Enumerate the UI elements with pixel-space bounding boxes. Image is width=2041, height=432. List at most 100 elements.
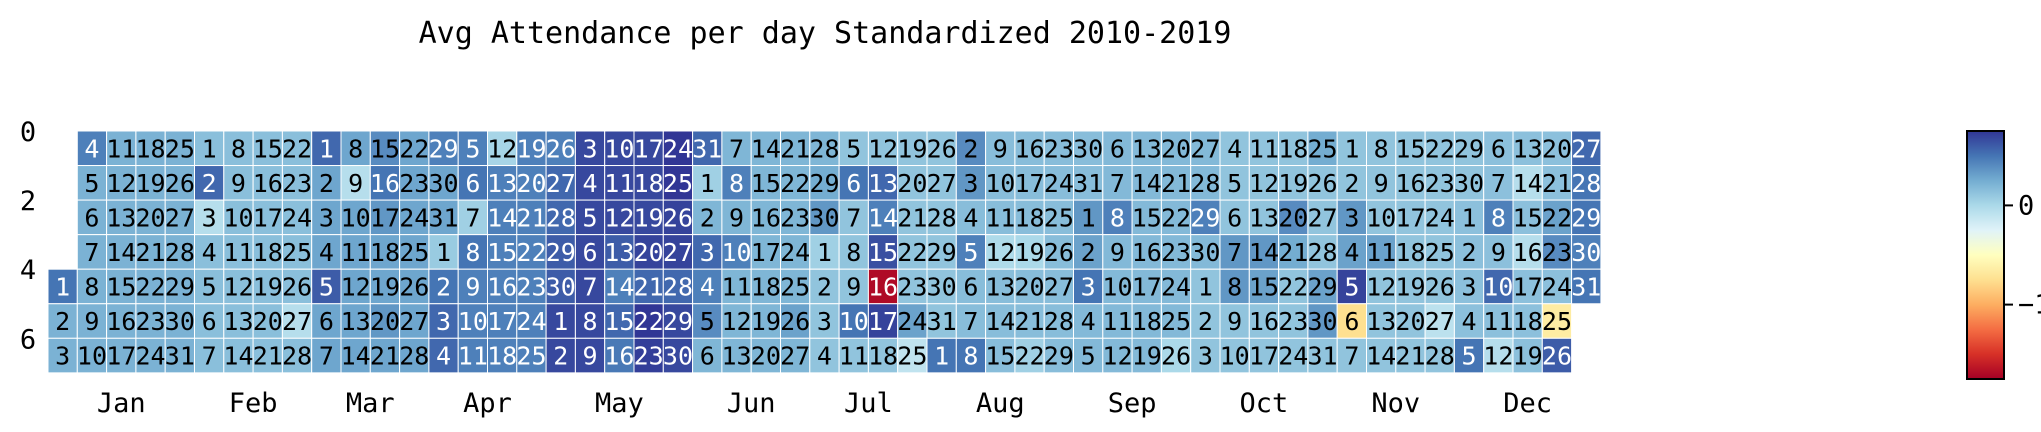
heatmap-cell — [721, 268, 752, 305]
heatmap-cell — [633, 199, 664, 236]
day-number: 15 — [604, 307, 634, 336]
day-number: 24 — [1542, 272, 1572, 301]
heatmap-cell — [311, 337, 342, 374]
heatmap-cell — [633, 303, 664, 339]
heatmap-cell — [428, 130, 459, 167]
day-number: 24 — [1044, 169, 1074, 198]
day-number: 1 — [553, 307, 568, 336]
day-number: 8 — [1374, 134, 1389, 163]
day-number: 22 — [780, 169, 810, 198]
day-number: 31 — [1307, 342, 1337, 371]
heatmap-cell — [1278, 303, 1309, 339]
heatmap-cell — [223, 234, 254, 270]
heatmap-cell — [516, 234, 547, 270]
heatmap-cell — [1424, 337, 1455, 374]
heatmap-cell — [106, 234, 137, 270]
day-number: 5 — [1227, 169, 1242, 198]
day-number: 18 — [253, 238, 283, 267]
day-number: 26 — [165, 169, 195, 198]
heatmap-cell — [867, 199, 899, 236]
day-number: 18 — [1513, 307, 1543, 336]
day-number: 8 — [729, 169, 744, 198]
heatmap-cell — [1014, 337, 1045, 374]
day-number: 13 — [721, 342, 751, 371]
day-number: 26 — [1542, 342, 1572, 371]
heatmap-cell — [457, 130, 489, 167]
heatmap-cell — [487, 337, 518, 374]
heatmap-cell — [721, 199, 752, 236]
day-number: 27 — [165, 203, 195, 232]
day-number: 23 — [516, 272, 546, 301]
day-number: 9 — [1374, 169, 1389, 198]
day-number: 18 — [370, 238, 400, 267]
heatmap-cell — [1160, 234, 1192, 270]
heatmap-cell — [399, 130, 430, 167]
heatmap-cell — [1043, 165, 1074, 201]
day-number: 28 — [1190, 169, 1220, 198]
day-number: 1 — [436, 238, 451, 267]
day-number: 12 — [721, 307, 751, 336]
day-number: 12 — [1366, 272, 1396, 301]
day-number: 20 — [897, 169, 927, 198]
heatmap-cell — [780, 337, 811, 374]
day-number: 6 — [465, 169, 480, 198]
day-number: 17 — [751, 238, 781, 267]
day-number: 20 — [1278, 203, 1308, 232]
heatmap-cell — [926, 165, 957, 201]
day-number: 29 — [809, 169, 839, 198]
heatmap-cell — [428, 234, 459, 270]
heatmap-cell — [1366, 234, 1397, 270]
heatmap-cell — [1190, 199, 1221, 236]
day-number: 22 — [1014, 342, 1044, 371]
heatmap-cell — [164, 199, 195, 236]
day-number: 22 — [1542, 203, 1572, 232]
colorbar-tick-label: 0 — [2018, 190, 2034, 221]
day-number: 3 — [963, 169, 978, 198]
heatmap-cell — [135, 268, 166, 305]
day-number: 21 — [1542, 169, 1572, 198]
day-number: 27 — [927, 169, 957, 198]
day-number: 28 — [927, 203, 957, 232]
heatmap-cell — [1307, 199, 1338, 236]
day-number: 13 — [1132, 134, 1162, 163]
heatmap-cell — [692, 303, 723, 339]
heatmap-cell — [1278, 130, 1309, 167]
day-number: 23 — [634, 342, 664, 371]
heatmap-cell — [692, 337, 723, 374]
day-number: 8 — [348, 134, 363, 163]
day-number: 18 — [868, 342, 898, 371]
day-number: 29 — [1044, 342, 1074, 371]
day-number: 19 — [634, 203, 664, 232]
day-number: 16 — [604, 342, 634, 371]
day-number: 23 — [1542, 238, 1572, 267]
heatmap-cell — [1453, 234, 1485, 270]
day-number: 10 — [223, 203, 253, 232]
day-number: 18 — [1278, 134, 1308, 163]
day-number: 10 — [77, 342, 107, 371]
day-number: 28 — [165, 238, 195, 267]
heatmap-cells — [47, 130, 1602, 374]
day-number: 7 — [846, 203, 861, 232]
day-number: 8 — [84, 272, 99, 301]
heatmap-cell — [135, 234, 166, 270]
heatmap-cell — [780, 268, 811, 305]
day-number: 31 — [927, 307, 957, 336]
day-number: 11 — [223, 238, 253, 267]
day-number: 19 — [253, 272, 283, 301]
day-number: 30 — [165, 307, 195, 336]
day-number: 3 — [1198, 342, 1213, 371]
day-number: 1 — [1344, 134, 1359, 163]
heatmap-cell — [1043, 199, 1074, 236]
heatmap-cell — [838, 199, 869, 236]
heatmap-cell — [1014, 165, 1045, 201]
day-number: 12 — [1102, 342, 1132, 371]
day-number: 20 — [634, 238, 664, 267]
day-number: 13 — [487, 169, 517, 198]
day-number: 30 — [1190, 238, 1220, 267]
day-number: 21 — [253, 342, 283, 371]
heatmap-cell — [1014, 268, 1045, 305]
day-number: 15 — [1249, 272, 1279, 301]
month-label: Aug — [976, 388, 1025, 419]
day-number: 24 — [399, 203, 429, 232]
day-number: 17 — [868, 307, 898, 336]
